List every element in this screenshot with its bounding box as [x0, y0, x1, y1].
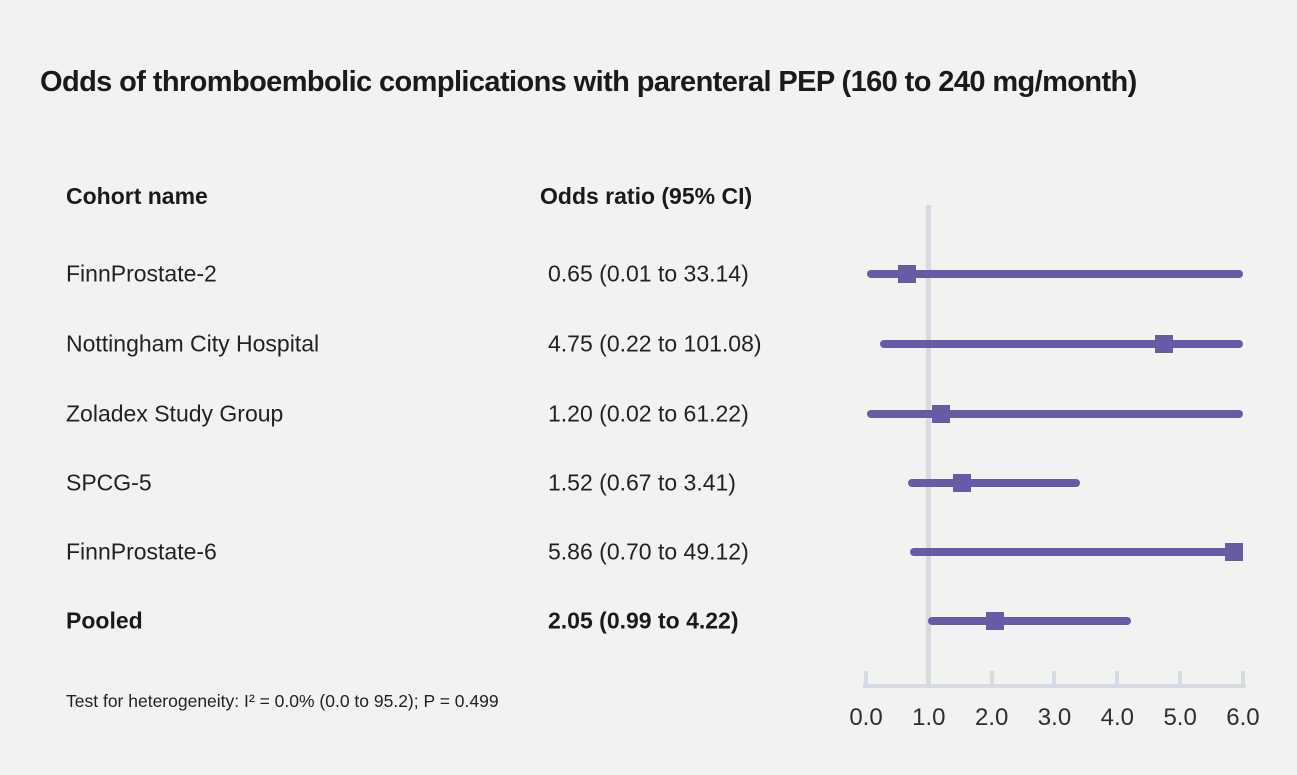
confidence-interval-line: [908, 478, 1081, 487]
odds-ratio-value: 5.86 (0.70 to 49.12): [548, 538, 749, 564]
estimate-marker: [932, 405, 951, 423]
cohort-name: Pooled: [66, 607, 143, 633]
confidence-interval-line: [879, 340, 1243, 348]
x-axis-tick-label: 4.0: [1100, 704, 1134, 731]
odds-ratio-value: 2.05 (0.99 to 4.22): [548, 607, 739, 633]
x-axis-tick: [1240, 671, 1245, 684]
odds-ratio-value: 0.65 (0.01 to 33.14): [548, 260, 749, 287]
heterogeneity-note: Test for heterogeneity: I² = 0.0% (0.0 t…: [66, 691, 499, 711]
odds-ratio-value: 1.20 (0.02 to 61.22): [548, 400, 749, 427]
confidence-interval-line: [867, 410, 1243, 418]
estimate-marker: [897, 265, 916, 283]
confidence-interval-line: [866, 270, 1243, 278]
cohort-name: Nottingham City Hospital: [66, 330, 320, 357]
x-axis-tick-label: 3.0: [1037, 704, 1072, 731]
reference-line: [926, 205, 932, 688]
cohort-name: Zoladex Study Group: [66, 400, 284, 427]
cohort-column-header: Cohort name: [66, 183, 208, 209]
x-axis-tick: [1178, 671, 1183, 684]
estimate-marker: [1225, 542, 1244, 561]
x-axis-tick-label: 6.0: [1226, 704, 1260, 731]
x-axis-line: [863, 684, 1246, 688]
estimate-marker: [985, 611, 1004, 630]
or-column-header: Odds ratio (95% CI): [540, 183, 753, 209]
x-axis-tick-label: 5.0: [1163, 704, 1197, 731]
figure-title: Odds of thromboembolic complications wit…: [40, 66, 1137, 98]
x-axis-tick-label: 1.0: [912, 704, 946, 731]
estimate-marker: [1155, 335, 1174, 353]
cohort-name: FinnProstate-2: [66, 260, 217, 287]
x-axis-tick: [989, 671, 994, 684]
cohort-name: FinnProstate-6: [66, 538, 217, 564]
x-axis-tick-label: 2.0: [974, 704, 1009, 731]
x-axis-tick: [1115, 671, 1120, 684]
confidence-interval-line: [909, 547, 1243, 556]
x-axis-tick: [864, 671, 868, 684]
odds-ratio-value: 1.52 (0.67 to 3.41): [548, 469, 736, 495]
x-axis-tick: [1052, 671, 1057, 684]
cohort-name: SPCG-5: [66, 469, 152, 495]
confidence-interval-line: [928, 616, 1132, 625]
x-axis-tick-label: 0.0: [849, 704, 883, 731]
estimate-marker: [952, 473, 971, 492]
odds-ratio-value: 4.75 (0.22 to 101.08): [548, 330, 762, 357]
